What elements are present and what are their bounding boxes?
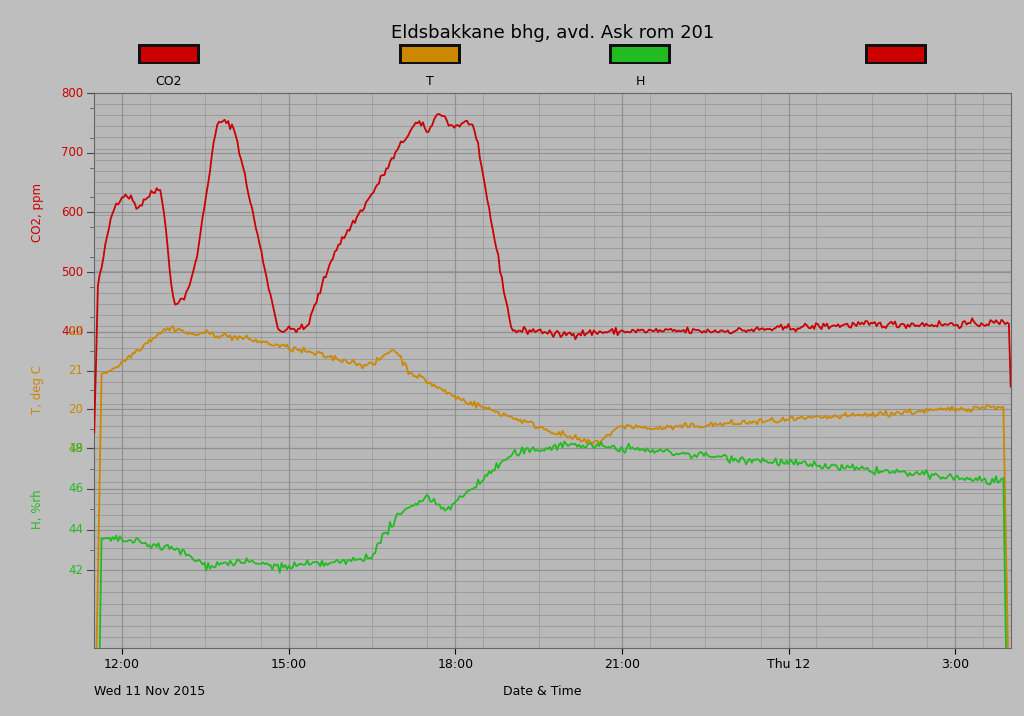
Text: T, deg C: T, deg C	[31, 365, 44, 415]
Text: H, %rh: H, %rh	[31, 490, 44, 529]
Title: Eldsbakkane bhg, avd. Ask rom 201: Eldsbakkane bhg, avd. Ask rom 201	[391, 24, 714, 42]
Text: 400: 400	[61, 325, 83, 338]
Text: H: H	[635, 75, 645, 88]
Text: Date & Time: Date & Time	[504, 684, 582, 697]
Text: 48: 48	[69, 442, 83, 455]
Text: 19: 19	[69, 442, 83, 455]
Text: T: T	[426, 75, 434, 88]
Text: 46: 46	[69, 483, 83, 495]
Text: Wed 11 Nov 2015: Wed 11 Nov 2015	[94, 684, 206, 697]
Text: 700: 700	[61, 146, 83, 159]
Text: CO2, ppm: CO2, ppm	[31, 183, 44, 242]
Text: 600: 600	[61, 206, 83, 219]
Text: 500: 500	[61, 266, 83, 279]
Text: CO2: CO2	[156, 75, 182, 88]
Text: 22: 22	[69, 325, 83, 338]
Text: 42: 42	[69, 563, 83, 577]
Text: 44: 44	[69, 523, 83, 536]
Text: 20: 20	[69, 403, 83, 416]
Text: 21: 21	[69, 364, 83, 377]
Text: 800: 800	[61, 87, 83, 100]
